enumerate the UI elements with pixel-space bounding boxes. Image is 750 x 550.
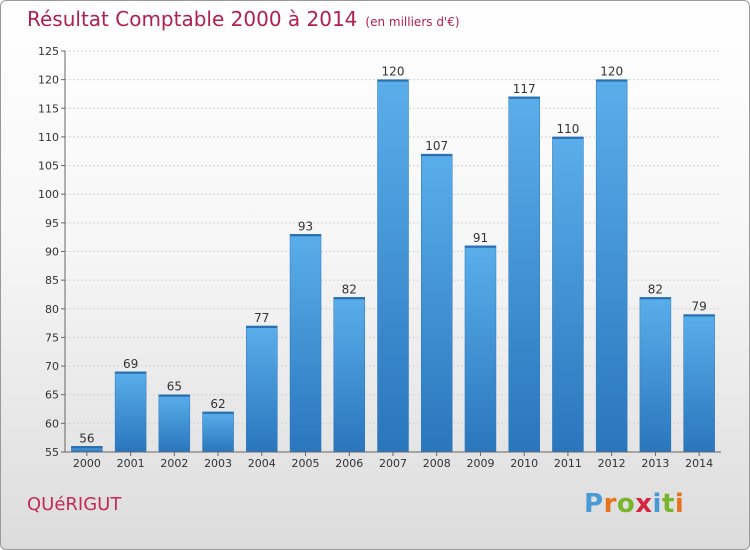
x-tick-label: 2001 bbox=[117, 457, 145, 470]
bar-value-label: 117 bbox=[513, 82, 536, 96]
bar bbox=[289, 234, 322, 453]
bar-cap bbox=[596, 79, 628, 82]
x-tick-label: 2004 bbox=[248, 457, 276, 470]
bar-cap bbox=[421, 154, 453, 157]
bar-value-label: 82 bbox=[342, 282, 357, 296]
x-tick-label: 2006 bbox=[335, 457, 363, 470]
bar bbox=[333, 297, 366, 453]
y-tick-label: 80 bbox=[45, 303, 59, 316]
bar bbox=[552, 136, 584, 453]
bar-value-label: 56 bbox=[79, 431, 94, 445]
chart-title-text: Résultat Comptable 2000 à 2014 bbox=[27, 7, 358, 31]
y-tick-label: 105 bbox=[38, 160, 59, 173]
bar-cap bbox=[158, 394, 190, 397]
y-tick-label: 65 bbox=[45, 389, 59, 402]
bar-cap bbox=[508, 96, 540, 99]
commune-name: QUéRIGUT bbox=[27, 494, 122, 515]
x-axis: 2000 2001 2002 2003 2004 2005 2006 2007 2008 2009… bbox=[65, 451, 721, 470]
x-tick-label: 2011 bbox=[554, 457, 582, 470]
bar-value-label: 77 bbox=[254, 311, 269, 325]
x-tick-label: 2014 bbox=[685, 457, 713, 470]
bar bbox=[683, 314, 715, 453]
proxiti-logo: Proxiti bbox=[584, 489, 684, 519]
bar-value-label: 110 bbox=[556, 122, 579, 136]
x-tick-label: 2013 bbox=[641, 457, 669, 470]
logo-letter: i bbox=[652, 489, 662, 519]
x-tick-label: 2005 bbox=[292, 457, 320, 470]
bar-cap bbox=[377, 79, 409, 82]
y-tick-label: 55 bbox=[45, 446, 59, 459]
bar-cap bbox=[71, 446, 103, 449]
bar bbox=[377, 79, 409, 453]
y-tick-label: 85 bbox=[45, 274, 59, 287]
bar bbox=[595, 79, 628, 453]
bar-value-label: 82 bbox=[648, 282, 663, 296]
x-tick-label: 2009 bbox=[466, 457, 494, 470]
bar-cap bbox=[246, 325, 278, 328]
x-tick-label: 2000 bbox=[73, 457, 101, 470]
bar-cap bbox=[290, 234, 322, 237]
y-tick-label: 60 bbox=[45, 417, 59, 430]
logo-letter: t bbox=[661, 489, 675, 519]
bar bbox=[464, 245, 497, 453]
x-tick-label: 2010 bbox=[510, 457, 538, 470]
bar-value-label: 93 bbox=[298, 219, 313, 233]
x-tick-label: 2008 bbox=[423, 457, 451, 470]
bar-cap bbox=[115, 371, 147, 374]
bar bbox=[508, 96, 540, 453]
bar-value-label: 65 bbox=[167, 380, 182, 394]
bar bbox=[202, 411, 234, 453]
x-tick-label: 2012 bbox=[598, 457, 626, 470]
logo-letter: P bbox=[584, 489, 604, 519]
bar-cap bbox=[552, 136, 584, 139]
bar-value-label: 107 bbox=[425, 139, 448, 153]
y-tick-label: 75 bbox=[45, 331, 59, 344]
bar-value-label: 69 bbox=[123, 357, 138, 371]
y-axis: 55 60 65 70 75 80 85 90 95 100 105 110 115 120 125 bbox=[38, 45, 66, 459]
bar-cap bbox=[464, 245, 496, 248]
bar-value-label: 62 bbox=[210, 397, 225, 411]
y-tick-label: 90 bbox=[45, 246, 59, 259]
y-tick-label: 115 bbox=[38, 102, 59, 115]
bar-cap bbox=[333, 297, 365, 300]
chart-subtitle: (en milliers d'€) bbox=[365, 15, 460, 29]
bar-value-label: 79 bbox=[691, 300, 706, 314]
bar-value-label: 120 bbox=[600, 65, 623, 79]
logo-letter: o bbox=[616, 489, 636, 519]
bar-value-label: 120 bbox=[382, 65, 405, 79]
y-tick-label: 120 bbox=[38, 74, 59, 87]
y-tick-label: 110 bbox=[38, 131, 59, 144]
y-tick-label: 125 bbox=[38, 45, 59, 58]
x-tick-label: 2003 bbox=[204, 457, 232, 470]
bar-cap bbox=[202, 411, 234, 414]
bar bbox=[246, 325, 278, 453]
x-tick-label: 2002 bbox=[160, 457, 188, 470]
y-tick-label: 100 bbox=[38, 188, 59, 201]
bars: 56 69 65 62 77 93 82 120 107 91 117 110 120 82 79 bbox=[71, 65, 715, 453]
y-tick-label: 70 bbox=[45, 360, 59, 373]
y-tick-label: 95 bbox=[45, 217, 59, 230]
bar-cap bbox=[639, 297, 671, 300]
logo-letter: x bbox=[635, 489, 653, 519]
logo-letter: i bbox=[674, 489, 685, 519]
logo-letter: r bbox=[603, 489, 617, 519]
chart-title: Résultat Comptable 2000 à 2014 (en millie… bbox=[27, 7, 460, 31]
bar bbox=[639, 297, 672, 453]
bar bbox=[114, 371, 147, 453]
x-tick-label: 2007 bbox=[379, 457, 407, 470]
bar-value-label: 91 bbox=[473, 231, 488, 245]
bar bbox=[420, 153, 453, 453]
bar bbox=[158, 394, 191, 453]
bar-cap bbox=[683, 314, 715, 317]
